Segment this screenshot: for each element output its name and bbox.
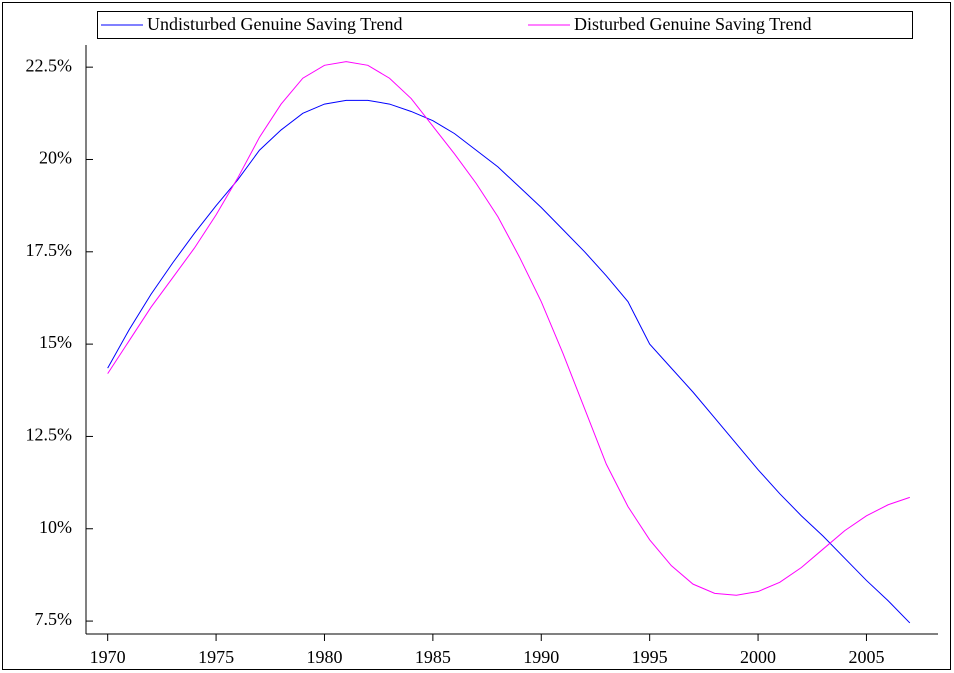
x-tick-label: 1980 <box>306 647 342 667</box>
legend-label: Disturbed Genuine Saving Trend <box>574 14 812 34</box>
y-tick-label: 17.5% <box>26 240 73 260</box>
x-tick-label: 1985 <box>415 647 451 667</box>
x-tick-label: 1990 <box>523 647 559 667</box>
y-tick-label: 12.5% <box>26 425 73 445</box>
x-tick-label: 1995 <box>632 647 668 667</box>
x-tick-label: 2000 <box>740 647 776 667</box>
legend-label: Undisturbed Genuine Saving Trend <box>147 14 403 34</box>
x-tick-label: 1975 <box>198 647 234 667</box>
x-tick-label: 1970 <box>90 647 126 667</box>
line-series <box>107 61 910 596</box>
y-tick-label: 20% <box>39 148 72 168</box>
x-tick-label: 2005 <box>848 647 884 667</box>
y-tick-label: 7.5% <box>35 609 73 629</box>
legend <box>97 11 913 39</box>
line-series <box>107 99 911 624</box>
y-tick-label: 10% <box>39 517 72 537</box>
y-tick-label: 22.5% <box>26 55 73 75</box>
y-tick-label: 15% <box>39 332 72 352</box>
